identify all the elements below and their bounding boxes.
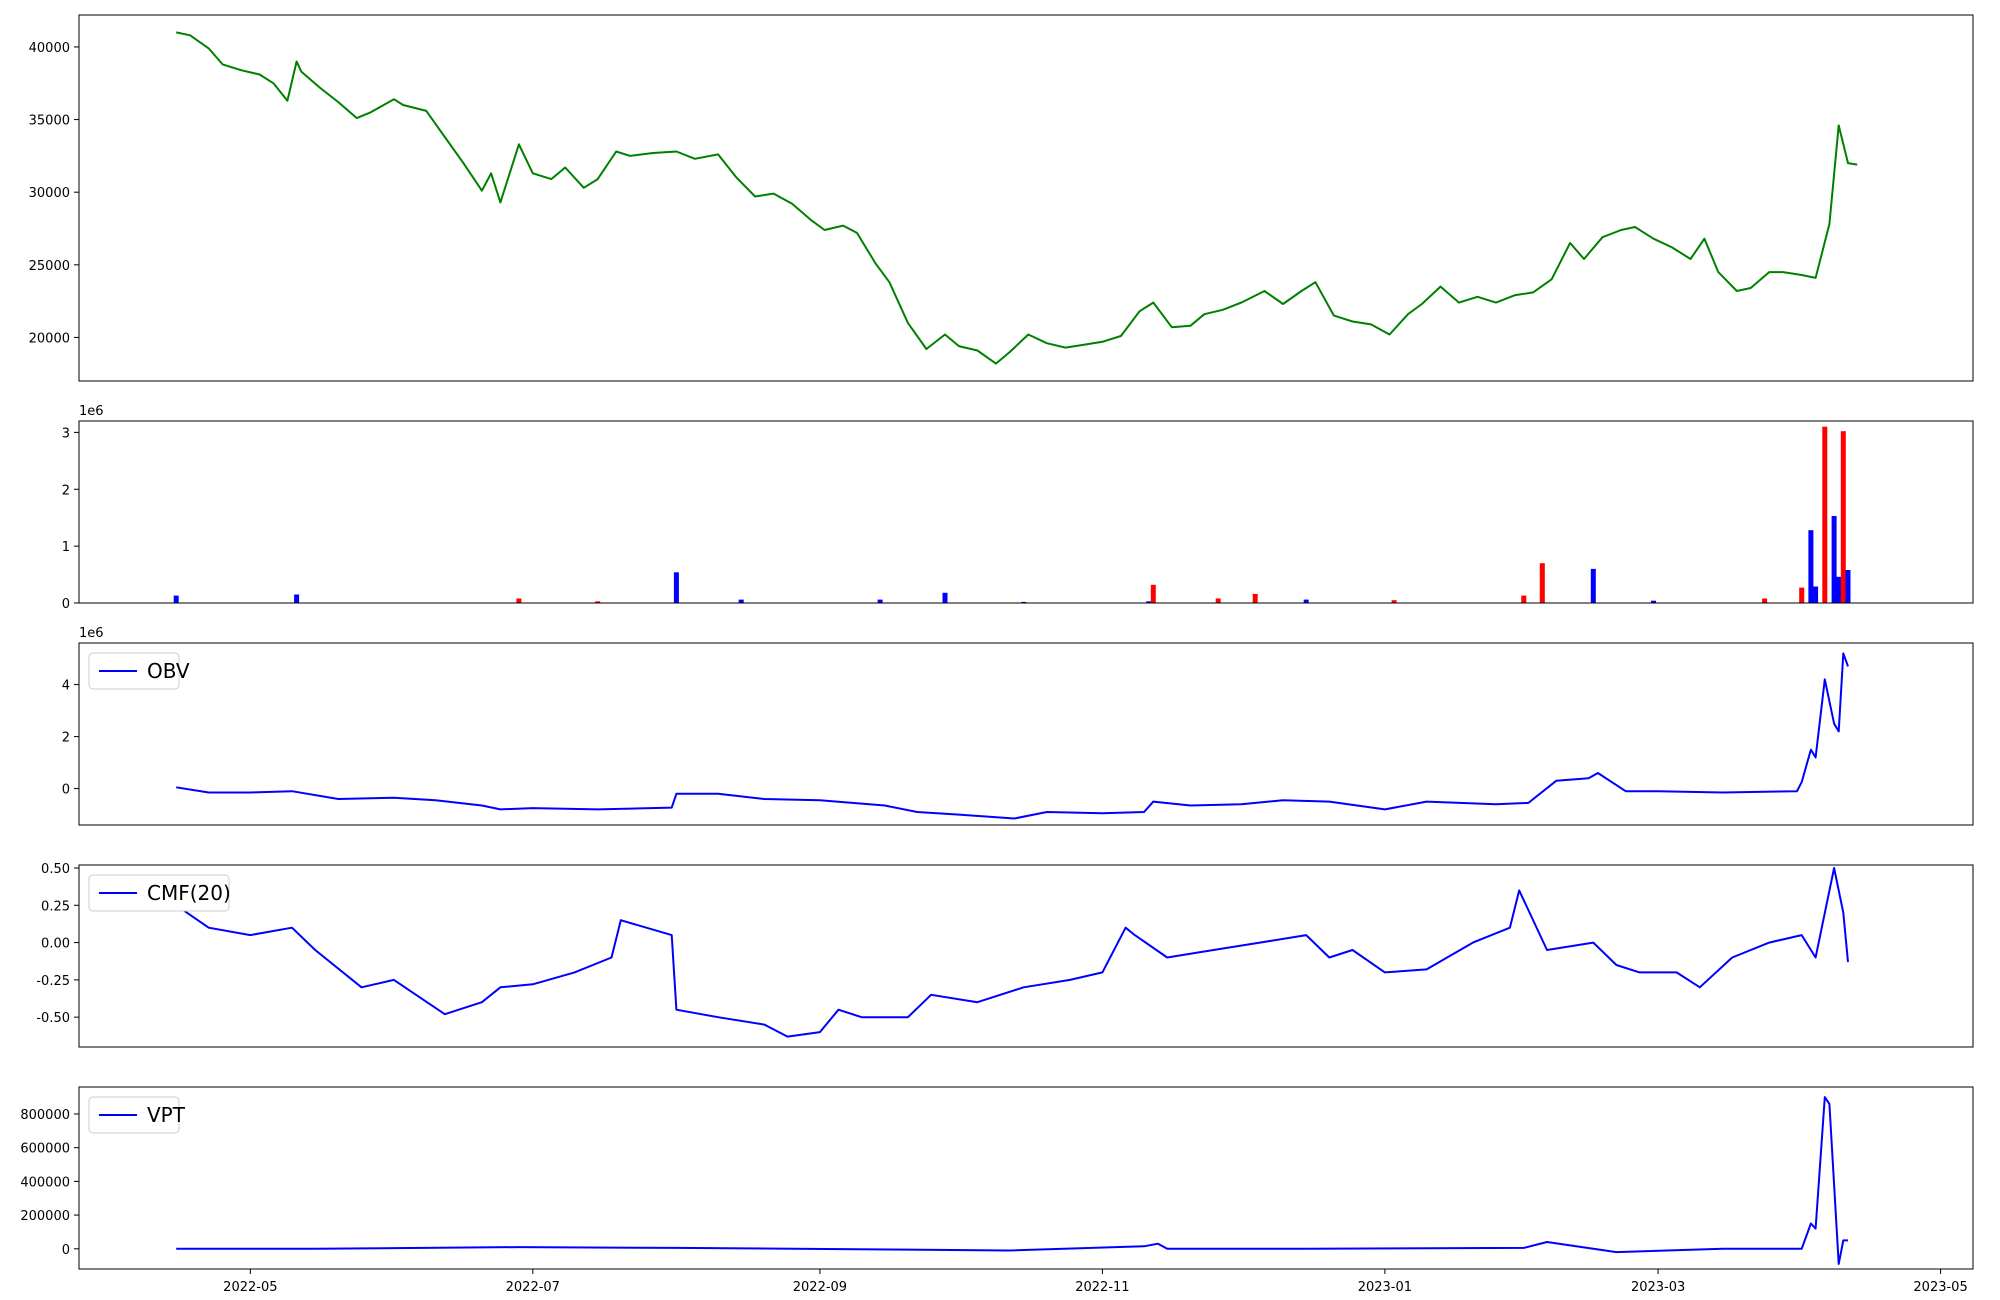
obv-ytick-label: 4 (62, 679, 70, 694)
cmf-ytick-label: 0.00 (41, 937, 70, 952)
obv-offset-label: 1e6 (79, 626, 104, 641)
vpt-ytick-label: 600000 (20, 1142, 70, 1157)
vpt-ytick-label: 400000 (20, 1175, 70, 1190)
x-tick-label: 2022-11 (1075, 1280, 1129, 1295)
volume-bar (1808, 530, 1814, 603)
volume-bar (1021, 601, 1027, 603)
volume-bar (1150, 584, 1156, 603)
volume-ytick-label: 1 (62, 540, 70, 555)
panel-vpt: 0 200000 400000 600000 800000 VPT (20, 1086, 1974, 1270)
vpt-series-line (176, 1096, 1848, 1265)
volume-bar (1831, 516, 1837, 603)
volume-bar (595, 601, 601, 603)
cmf-legend-label: CMF(20) (147, 881, 231, 905)
price-ytick-label: 40000 (29, 41, 70, 56)
volume-bar (942, 592, 948, 603)
vpt-legend-label: VPT (147, 1103, 186, 1127)
volume-bar (1799, 587, 1805, 603)
obv-ytick-label: 2 (62, 731, 70, 746)
x-tick-label: 2023-03 (1631, 1280, 1685, 1295)
price-frame (78, 14, 1974, 382)
volume-bar (1845, 570, 1851, 603)
x-tick-label: 2023-05 (1913, 1280, 1967, 1295)
volume-bar (516, 598, 522, 603)
panel-volume: 0 1 2 3 1e6 (62, 404, 1974, 612)
volume-bar (1651, 600, 1656, 603)
price-ytick-label: 20000 (29, 331, 70, 346)
volume-ytick-label: 3 (62, 426, 70, 441)
obv-ytick-label: 0 (62, 783, 70, 798)
volume-bar (1391, 600, 1397, 603)
volume-bar (173, 595, 179, 603)
panel-cmf: -0.50 -0.25 0.00 0.25 0.50 CMF(20) (36, 862, 1974, 1048)
obv-series-line (176, 652, 1849, 820)
cmf-series-line (175, 867, 1849, 1038)
cmf-ytick-label: -0.25 (36, 974, 70, 989)
cmf-legend-box (88, 874, 230, 912)
vpt-ytick-label: 800000 (20, 1108, 70, 1123)
volume-bar (738, 599, 744, 603)
volume-bar (1252, 593, 1258, 603)
panel-price: 20000 25000 30000 35000 40000 (29, 14, 1974, 382)
volume-bar (1146, 601, 1152, 603)
x-tick-label: 2022-09 (793, 1280, 847, 1295)
x-tick-label: 2022-05 (223, 1280, 277, 1295)
panel-obv: 0 2 4 1e6 OBV (62, 626, 1974, 826)
volume-offset-label: 1e6 (79, 404, 104, 419)
cmf-ytick-label: 0.50 (41, 862, 70, 877)
vpt-ytick-label: 200000 (20, 1209, 70, 1224)
x-tick-label: 2022-07 (506, 1280, 560, 1295)
volume-bar (1590, 568, 1596, 603)
volume-bar (1521, 595, 1527, 603)
volume-bar (1762, 598, 1768, 603)
volume-bar (1822, 426, 1828, 603)
volume-bar (1836, 576, 1842, 603)
volume-bar (294, 594, 300, 603)
volume-bar (1215, 598, 1221, 603)
price-series-line (175, 31, 1858, 365)
cmf-ytick-label: 0.25 (41, 899, 70, 914)
vpt-ytick-label: 0 (62, 1243, 70, 1258)
volume-bar (1303, 599, 1309, 603)
obv-legend-label: OBV (147, 659, 190, 683)
cmf-frame (78, 864, 1974, 1048)
volume-bar (1539, 563, 1545, 603)
volume-ytick-label: 0 (62, 597, 70, 612)
cmf-ytick-label: -0.50 (36, 1011, 70, 1026)
volume-frame (78, 420, 1974, 604)
price-ytick-label: 35000 (29, 114, 70, 129)
volume-bar (1840, 431, 1846, 603)
volume-bar (1813, 586, 1819, 603)
volume-ytick-label: 2 (62, 483, 70, 498)
obv-frame (78, 642, 1974, 826)
vpt-frame (78, 1086, 1974, 1270)
volume-bar (877, 599, 883, 603)
price-ytick-label: 25000 (29, 259, 70, 274)
x-tick-label: 2023-01 (1358, 1280, 1412, 1295)
volume-bar (673, 572, 679, 603)
price-ytick-label: 30000 (29, 186, 70, 201)
